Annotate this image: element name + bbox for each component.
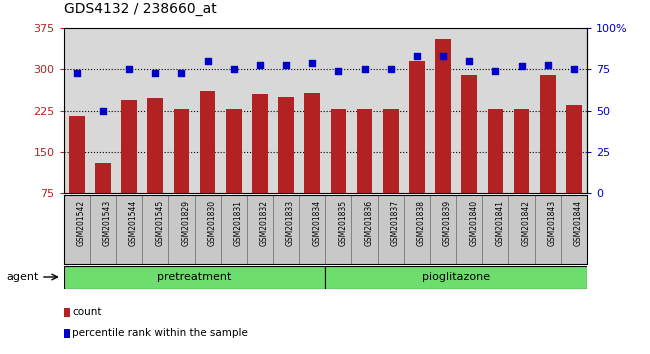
Text: GSM201841: GSM201841: [495, 200, 504, 246]
Bar: [462, 75, 477, 193]
Text: GSM201839: GSM201839: [443, 200, 452, 246]
Text: GSM201834: GSM201834: [312, 200, 321, 246]
Bar: [200, 91, 215, 193]
Text: pioglitazone: pioglitazone: [422, 272, 490, 282]
Bar: [383, 109, 398, 193]
Bar: [566, 105, 582, 193]
Text: GSM201545: GSM201545: [155, 200, 164, 246]
Text: GSM201843: GSM201843: [548, 200, 556, 246]
Point: [359, 67, 370, 72]
Point: [281, 62, 291, 67]
FancyBboxPatch shape: [64, 266, 325, 289]
Bar: [278, 97, 294, 193]
Text: GSM201840: GSM201840: [469, 200, 478, 246]
Bar: [148, 98, 163, 193]
Bar: [226, 109, 242, 193]
Text: GDS4132 / 238660_at: GDS4132 / 238660_at: [64, 2, 216, 16]
Point: [72, 70, 82, 76]
Text: GSM201835: GSM201835: [339, 200, 347, 246]
Text: GSM201833: GSM201833: [286, 200, 295, 246]
Text: GSM201544: GSM201544: [129, 200, 138, 246]
Bar: [514, 109, 529, 193]
Text: GSM201831: GSM201831: [234, 200, 242, 246]
Point: [490, 68, 501, 74]
Bar: [357, 109, 372, 193]
Text: count: count: [72, 307, 101, 316]
Text: pretreatment: pretreatment: [157, 272, 231, 282]
Point: [333, 68, 344, 74]
Bar: [331, 109, 346, 193]
Text: GSM201830: GSM201830: [207, 200, 216, 246]
Bar: [95, 163, 110, 193]
Point: [438, 53, 448, 59]
Bar: [174, 109, 189, 193]
Point: [229, 67, 239, 72]
Bar: [436, 39, 451, 193]
Point: [385, 67, 396, 72]
Point: [464, 58, 474, 64]
Bar: [252, 94, 268, 193]
Point: [569, 67, 579, 72]
Text: GSM201844: GSM201844: [574, 200, 583, 246]
Bar: [409, 61, 424, 193]
Text: GSM201829: GSM201829: [181, 200, 190, 246]
Text: GSM201836: GSM201836: [365, 200, 374, 246]
Text: GSM201542: GSM201542: [77, 200, 86, 246]
Text: GSM201832: GSM201832: [260, 200, 269, 246]
Point: [255, 62, 265, 67]
Bar: [69, 116, 84, 193]
Text: agent: agent: [6, 272, 39, 282]
Text: GSM201838: GSM201838: [417, 200, 426, 246]
Bar: [488, 109, 503, 193]
Point: [543, 62, 553, 67]
Text: GSM201842: GSM201842: [521, 200, 530, 246]
Point: [150, 70, 161, 76]
Point: [202, 58, 213, 64]
Text: GSM201543: GSM201543: [103, 200, 112, 246]
Point: [98, 108, 108, 114]
Bar: [304, 93, 320, 193]
Point: [176, 70, 187, 76]
Point: [411, 53, 422, 59]
Text: percentile rank within the sample: percentile rank within the sample: [72, 328, 248, 338]
Point: [124, 67, 135, 72]
FancyBboxPatch shape: [325, 266, 587, 289]
Bar: [540, 75, 556, 193]
Point: [307, 60, 317, 66]
Bar: [122, 100, 137, 193]
Point: [516, 63, 526, 69]
Text: GSM201837: GSM201837: [391, 200, 400, 246]
